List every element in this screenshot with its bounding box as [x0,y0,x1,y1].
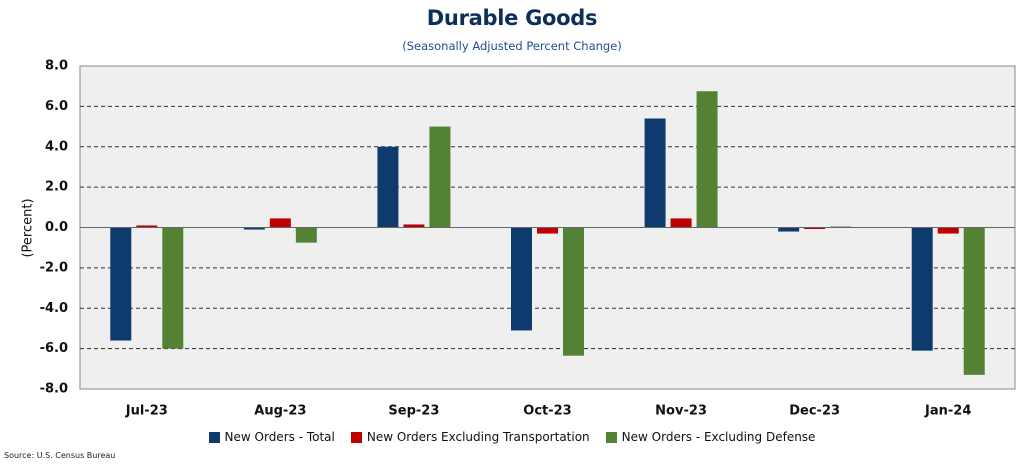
legend-swatch [350,431,362,443]
x-tick-label: Jan-24 [924,404,971,419]
bar-new-orders-excluding-transportation-nov-23 [670,218,692,228]
bar-new-orders-excluding-defense-nov-23 [696,91,718,228]
bar-new-orders-excluding-transportation-jan-24 [937,227,959,234]
bar-new-orders-total-oct-23 [511,227,532,331]
legend-item: New Orders Excluding Transportation [350,430,590,444]
y-tick-label: -4.0 [40,301,68,316]
source-note: Source: U.S. Census Bureau [4,451,116,460]
y-tick-label: 4.0 [45,139,68,154]
bar-new-orders-total-jan-24 [911,227,933,351]
y-tick-label: 8.0 [45,59,68,74]
chart-subtitle: (Seasonally Adjusted Percent Change) [402,39,622,53]
legend-label: New Orders Excluding Transportation [366,430,590,444]
legend-item: New Orders - Total [208,430,335,444]
legend-label: New Orders - Excluding Defense [621,430,816,444]
y-axis-ticks: 8.0 6.0 4.0 2.0 0.0 -2.0 -4.0 -6.0 -8.0 [40,59,68,397]
bar-new-orders-excluding-transportation-aug-23 [269,218,291,228]
bar-new-orders-total-aug-23 [243,227,265,230]
bar-new-orders-excluding-defense-jul-23 [162,227,184,349]
x-tick-label: Jul-23 [125,404,168,419]
bar-new-orders-excluding-transportation-jul-23 [136,225,158,228]
bars [110,91,985,375]
bar-new-orders-total-jul-23 [110,227,132,341]
y-tick-label: 2.0 [45,180,68,195]
chart-title: Durable Goods [426,6,598,30]
y-tick-label: 6.0 [45,99,68,114]
bar-new-orders-excluding-defense-aug-23 [295,227,317,243]
x-tick-label: Sep-23 [388,404,439,419]
legend: New Orders - Total New Orders Excluding T… [0,430,1024,444]
bar-new-orders-total-nov-23 [644,118,666,228]
bar-new-orders-excluding-transportation-dec-23 [804,227,826,229]
x-tick-label: Aug-23 [254,404,306,419]
x-tick-label: Nov-23 [655,404,707,419]
legend-swatch [208,431,220,443]
x-tick-label: Oct-23 [523,404,571,419]
bar-new-orders-excluding-defense-sep-23 [429,126,451,228]
y-axis-label: (Percent) [21,198,36,257]
bar-new-orders-excluding-defense-oct-23 [563,227,584,356]
bar-new-orders-total-dec-23 [778,227,800,232]
legend-label: New Orders - Total [224,430,335,444]
grid-lines [80,105,1015,350]
bar-new-orders-excluding-defense-jan-24 [963,227,985,375]
x-axis-labels: Jul-23 Aug-23 Sep-23 Oct-23 Nov-23 Dec-23 Jan-… [125,404,972,419]
bar-new-orders-excluding-transportation-oct-23 [537,227,558,234]
legend-item: New Orders - Excluding Defense [605,430,816,444]
y-tick-label: -8.0 [40,382,68,397]
bar-new-orders-excluding-transportation-sep-23 [403,224,425,228]
bar-new-orders-total-sep-23 [377,146,399,228]
y-tick-label: -2.0 [40,260,68,275]
x-tick-label: Dec-23 [789,404,840,419]
y-tick-label: -6.0 [40,341,68,356]
legend-swatch [605,431,617,443]
y-tick-label: 0.0 [45,220,68,235]
